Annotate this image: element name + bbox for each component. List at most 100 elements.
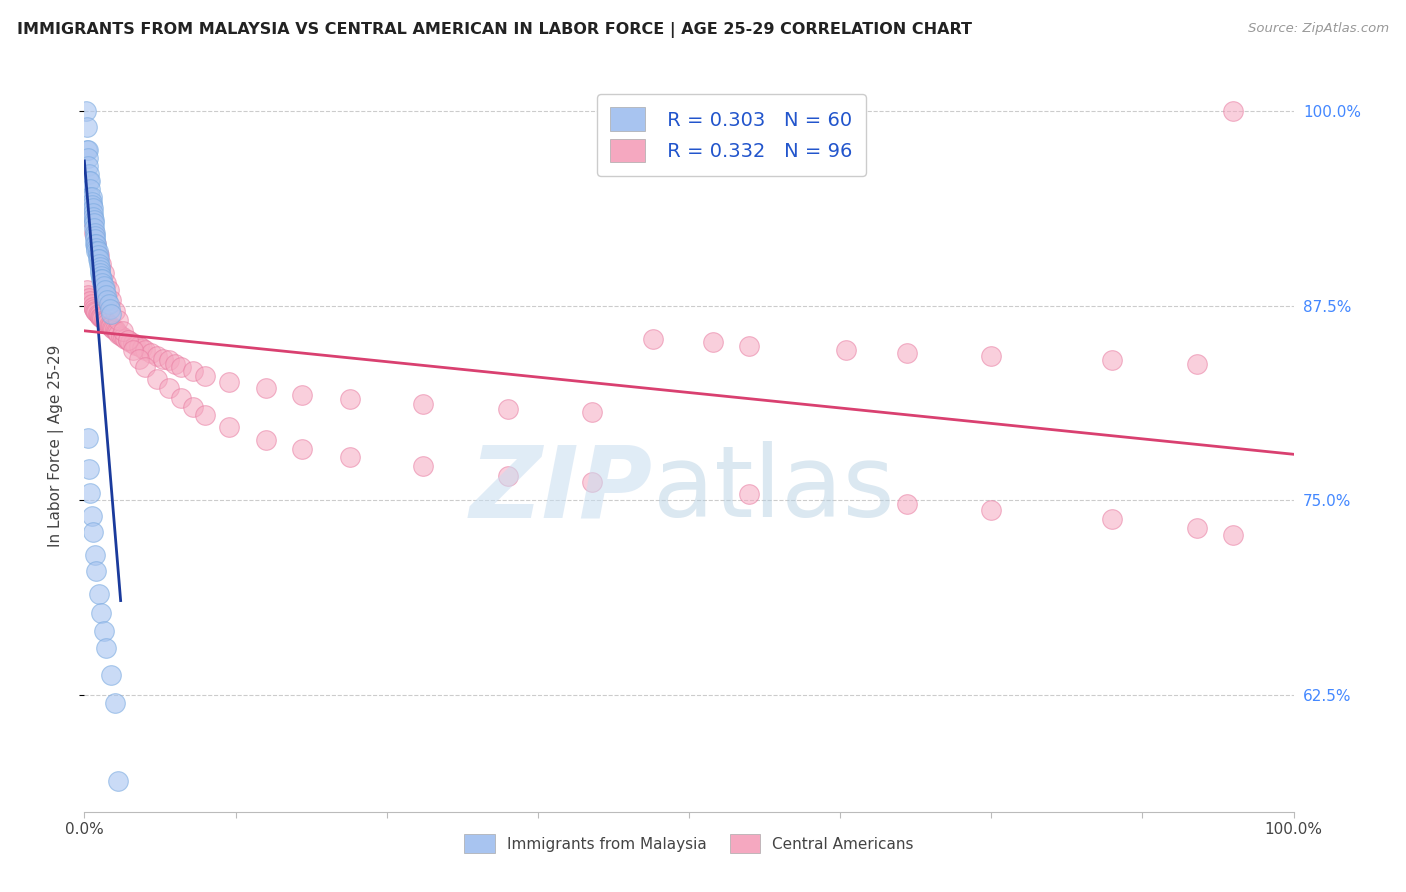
Point xyxy=(94,314,117,328)
Point xyxy=(103,322,125,336)
Point xyxy=(134,359,156,374)
Point xyxy=(254,381,277,395)
Point xyxy=(104,324,127,338)
Point xyxy=(134,343,156,357)
Point xyxy=(86,247,108,261)
Point xyxy=(218,375,240,389)
Point xyxy=(581,405,603,419)
Text: ZIP: ZIP xyxy=(470,442,652,539)
Point xyxy=(94,276,117,290)
Point xyxy=(90,310,112,324)
Point xyxy=(84,228,107,243)
Point xyxy=(86,564,108,578)
Point xyxy=(77,144,100,158)
Point xyxy=(89,260,111,274)
Point xyxy=(339,392,361,407)
Point xyxy=(89,266,111,280)
Point xyxy=(80,213,103,227)
Point xyxy=(86,244,108,259)
Point xyxy=(97,318,120,332)
Point xyxy=(91,276,114,290)
Point xyxy=(94,314,117,328)
Point xyxy=(76,120,98,134)
Point xyxy=(181,400,204,414)
Point xyxy=(94,288,117,302)
Text: atlas: atlas xyxy=(652,442,894,539)
Point xyxy=(77,174,100,188)
Point xyxy=(87,587,110,601)
Point xyxy=(90,257,112,271)
Point xyxy=(980,503,1002,517)
Point xyxy=(100,319,122,334)
Point xyxy=(77,462,100,476)
Point xyxy=(83,213,105,227)
Point xyxy=(104,322,127,336)
Point xyxy=(121,336,143,351)
Legend: Immigrants from Malaysia, Central Americans: Immigrants from Malaysia, Central Americ… xyxy=(458,828,920,859)
Point xyxy=(105,326,128,340)
Point xyxy=(79,174,101,188)
Point xyxy=(121,343,143,357)
Point xyxy=(77,159,100,173)
Point xyxy=(86,307,108,321)
Point xyxy=(104,696,127,710)
Point xyxy=(89,263,111,277)
Point xyxy=(90,606,112,620)
Point xyxy=(86,305,108,319)
Point xyxy=(412,459,434,474)
Point xyxy=(107,313,129,327)
Point xyxy=(83,221,105,235)
Point xyxy=(412,397,434,411)
Point xyxy=(98,301,121,316)
Point xyxy=(80,509,103,524)
Point xyxy=(738,339,761,353)
Point xyxy=(77,167,100,181)
Point xyxy=(87,257,110,271)
Point xyxy=(80,198,103,212)
Point xyxy=(496,401,519,416)
Point xyxy=(90,269,112,284)
Point xyxy=(93,266,115,280)
Point xyxy=(218,420,240,434)
Point xyxy=(84,236,107,251)
Point xyxy=(77,288,100,302)
Point xyxy=(194,408,217,422)
Point xyxy=(82,524,104,539)
Point xyxy=(94,641,117,656)
Point xyxy=(98,319,121,334)
Text: Source: ZipAtlas.com: Source: ZipAtlas.com xyxy=(1249,22,1389,36)
Point xyxy=(82,211,104,225)
Point xyxy=(77,198,100,212)
Point xyxy=(496,468,519,483)
Point xyxy=(896,497,918,511)
Point xyxy=(80,190,103,204)
Point xyxy=(82,201,104,215)
Point xyxy=(120,334,142,349)
Point xyxy=(181,364,204,378)
Point xyxy=(291,442,314,456)
Point xyxy=(980,349,1002,363)
Point xyxy=(101,320,124,334)
Point xyxy=(1185,357,1208,371)
Point xyxy=(82,301,104,315)
Point xyxy=(97,284,120,298)
Point xyxy=(84,548,107,562)
Point xyxy=(157,353,180,368)
Point xyxy=(100,667,122,681)
Point xyxy=(76,284,98,298)
Point xyxy=(100,307,122,321)
Point xyxy=(112,330,135,344)
Point xyxy=(1101,512,1123,526)
Point xyxy=(86,236,108,251)
Point xyxy=(76,144,98,158)
Point xyxy=(835,343,858,357)
Point xyxy=(165,357,187,371)
Point xyxy=(84,232,107,246)
Point xyxy=(738,487,761,501)
Point xyxy=(77,151,100,165)
Point xyxy=(291,387,314,401)
Point xyxy=(83,301,105,316)
Point xyxy=(107,773,129,788)
Point xyxy=(90,272,112,286)
Point xyxy=(79,294,101,309)
